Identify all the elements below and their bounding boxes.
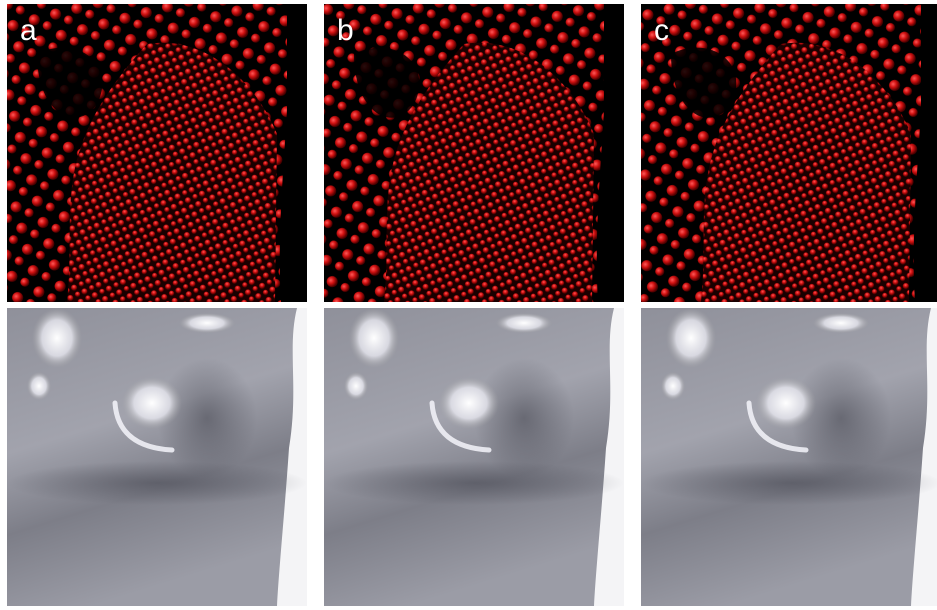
highlight — [496, 313, 552, 333]
shadow — [324, 461, 624, 505]
highlight — [666, 308, 716, 368]
shadow — [7, 461, 307, 505]
point-render — [324, 4, 624, 302]
panel: c — [641, 4, 937, 606]
point-render — [7, 4, 307, 302]
figure: a b c — [0, 0, 937, 610]
highlight — [179, 313, 235, 333]
highlight — [27, 372, 51, 400]
panel-label: a — [20, 14, 37, 47]
highlight — [122, 377, 182, 429]
highlight — [756, 377, 816, 429]
panel-label: c — [654, 14, 669, 47]
highlight — [813, 313, 869, 333]
shaded-render — [324, 308, 624, 606]
highlight — [32, 308, 82, 368]
panel-label: b — [337, 14, 354, 47]
highlight — [344, 372, 368, 400]
panel: a — [7, 4, 307, 606]
highlight — [349, 308, 399, 368]
panel: b — [324, 4, 624, 606]
highlight — [439, 377, 499, 429]
point-render — [641, 4, 937, 302]
shaded-render — [641, 308, 937, 606]
shadow — [641, 461, 937, 505]
highlight — [661, 372, 685, 400]
shaded-render — [7, 308, 307, 606]
